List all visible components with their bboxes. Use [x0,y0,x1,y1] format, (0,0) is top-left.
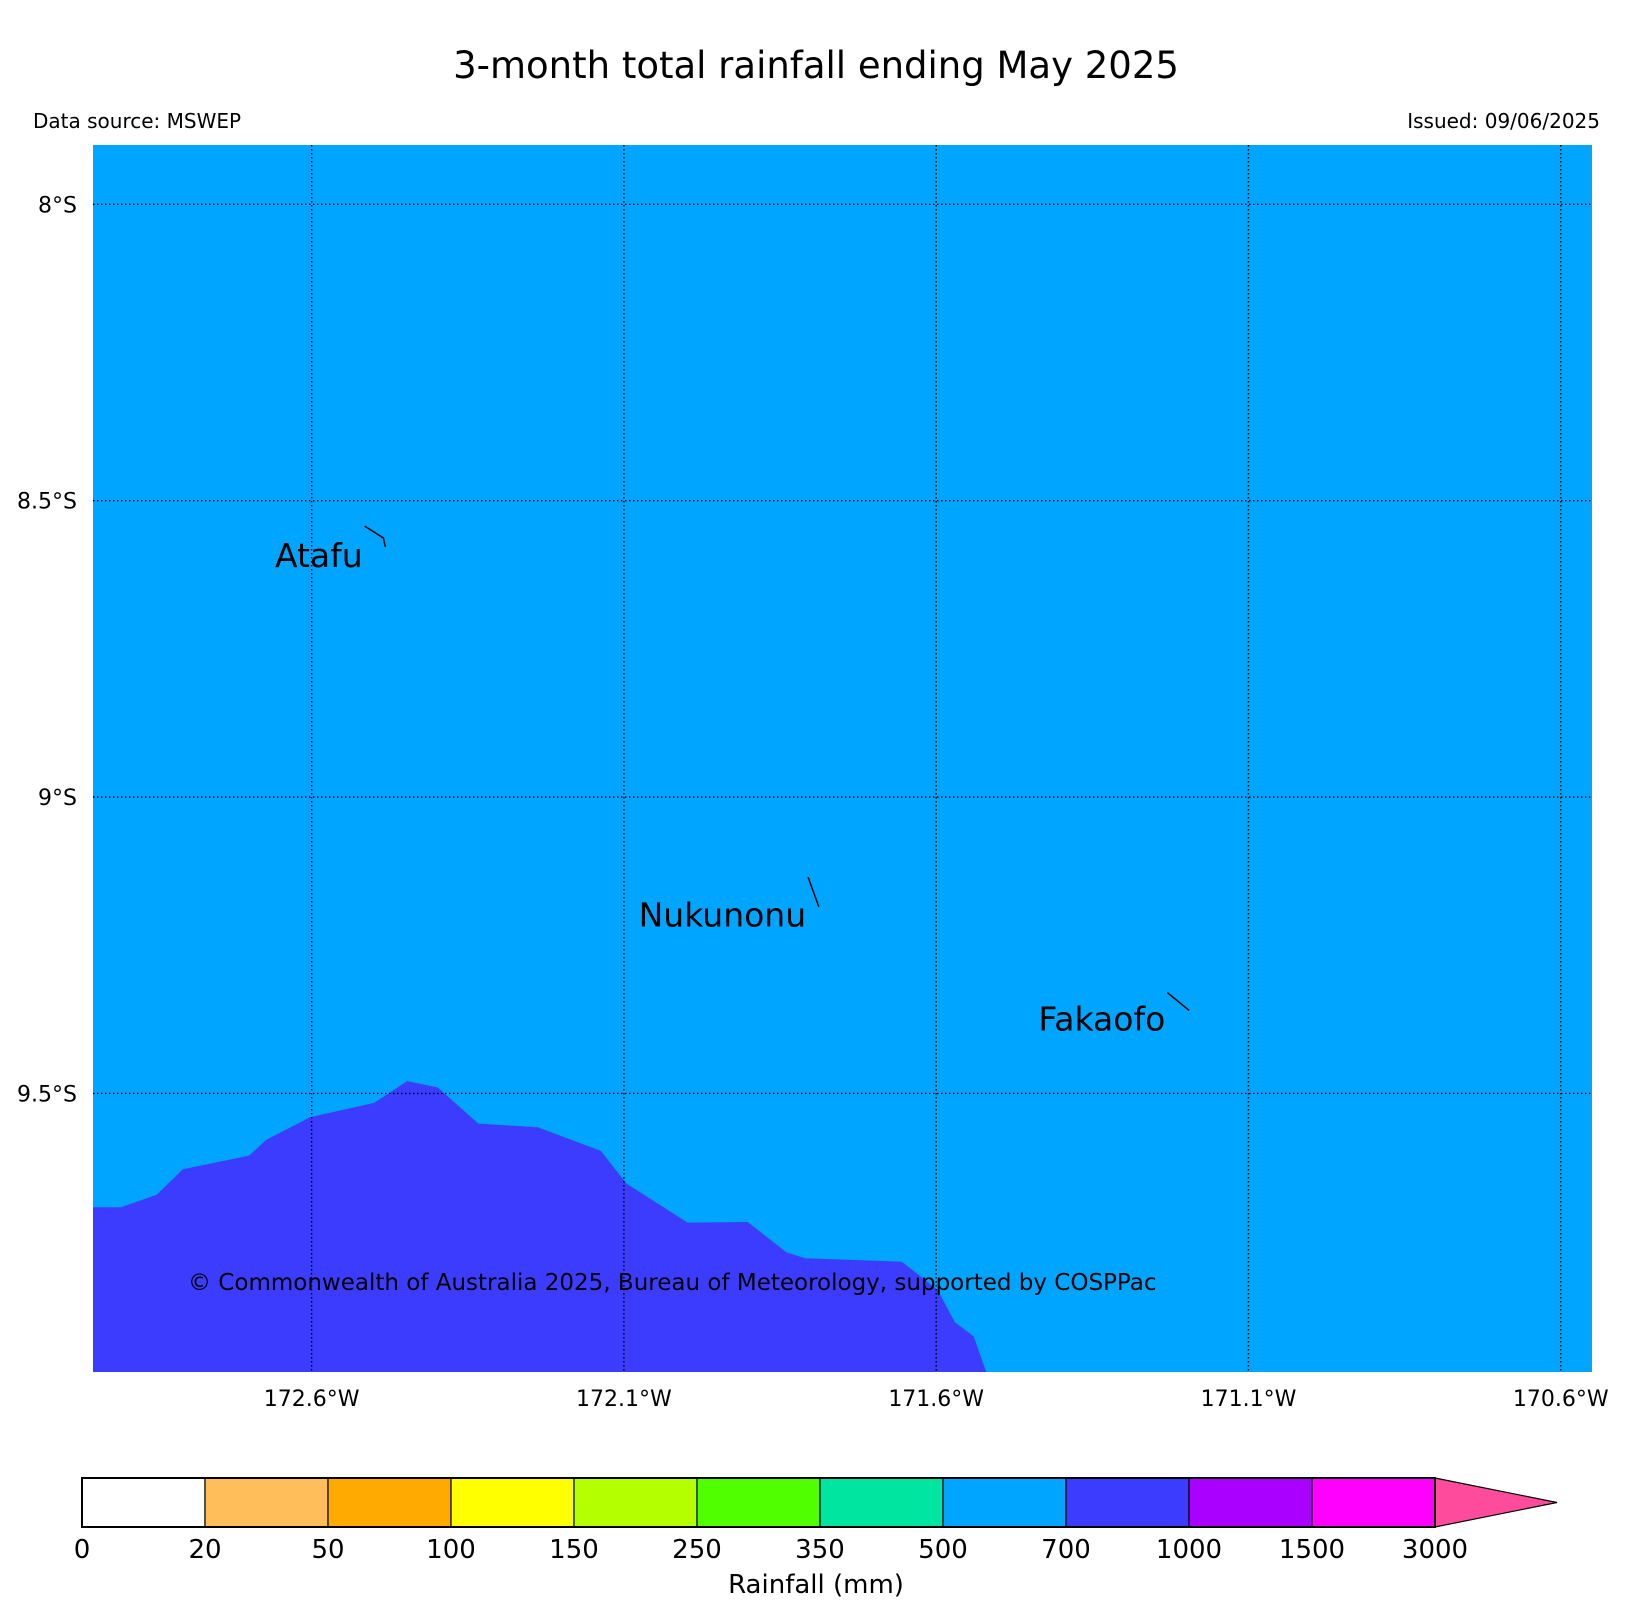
lat-tick-label: 9.5°S [17,1082,77,1107]
colorbar-bin [1311,1477,1436,1528]
lon-tick-label: 172.6°W [264,1387,360,1412]
colorbar-bin [573,1477,698,1528]
coastline-fakaofo [1166,992,1190,1011]
data-source-label: Data source: MSWEP [33,109,241,133]
colorbar-tick-label: 3000 [1402,1535,1468,1565]
colorbar-bin [696,1477,821,1528]
copyright-notice: © Commonwealth of Australia 2025, Bureau… [188,1270,1157,1296]
lon-tick-label: 170.6°W [1513,1387,1609,1412]
colorbar-label: Rainfall (mm) [728,1570,904,1600]
colorbar-bin [1188,1477,1313,1528]
colorbar-overflow-arrow [1434,1477,1558,1528]
colorbar-bin [450,1477,575,1528]
issued-date-label: Issued: 09/06/2025 [1407,109,1600,133]
place-labels: Atafu Nukunonu Fakaofo [275,536,1165,1039]
place-label-nukunonu: Nukunonu [639,896,807,935]
colorbar-tick-label: 20 [188,1535,221,1565]
colorbar-bin [81,1477,206,1528]
colorbar-tick-label: 1500 [1279,1535,1345,1565]
colorbar-tick-label: 150 [549,1535,599,1565]
lon-tick-label: 171.6°W [888,1387,984,1412]
colorbar-tick-label: 50 [311,1535,344,1565]
coastline-atafu [364,525,387,548]
colorbar-tick-label: 0 [74,1535,91,1565]
longitude-tick-labels: 172.6°W 172.1°W 171.6°W 171.1°W 170.6°W [264,1387,1609,1412]
lon-tick-label: 172.1°W [576,1387,672,1412]
coastline-nukunonu [807,876,820,907]
map-panel: Atafu Nukunonu Fakaofo © Commonwealth of A… [93,145,1592,1372]
colorbar-bin [1065,1477,1190,1528]
rainfall-field-700-1000 [93,1080,987,1372]
colorbar-tick-label: 350 [795,1535,845,1565]
colorbar-bin [819,1477,944,1528]
figure-title: 3-month total rainfall ending May 2025 [453,44,1179,87]
place-label-atafu: Atafu [275,536,363,575]
colorbar-bin [942,1477,1067,1528]
colorbar-bin [204,1477,329,1528]
lat-tick-label: 8°S [38,193,77,218]
colorbar-frame [81,1477,1436,1528]
coastlines [364,525,1190,1011]
rainfall-colorbar: 0 20 50 100 150 250 350 500 700 1000 1500 3000 [74,1477,1558,1565]
place-label-fakaofo: Fakaofo [1038,999,1165,1038]
colorbar-tick-label: 700 [1041,1535,1091,1565]
colorbar-tick-label: 500 [918,1535,968,1565]
colorbar-tick-label: 250 [672,1535,722,1565]
colorbar-tick-label: 1000 [1156,1535,1222,1565]
lon-tick-label: 171.1°W [1201,1387,1297,1412]
latitude-tick-labels: 8°S 8.5°S 9°S 9.5°S [17,193,77,1107]
lat-tick-label: 9°S [38,786,77,811]
graticule [93,145,1592,1372]
colorbar-tick-label: 100 [426,1535,476,1565]
lat-tick-label: 8.5°S [17,490,77,515]
colorbar-bin [327,1477,452,1528]
